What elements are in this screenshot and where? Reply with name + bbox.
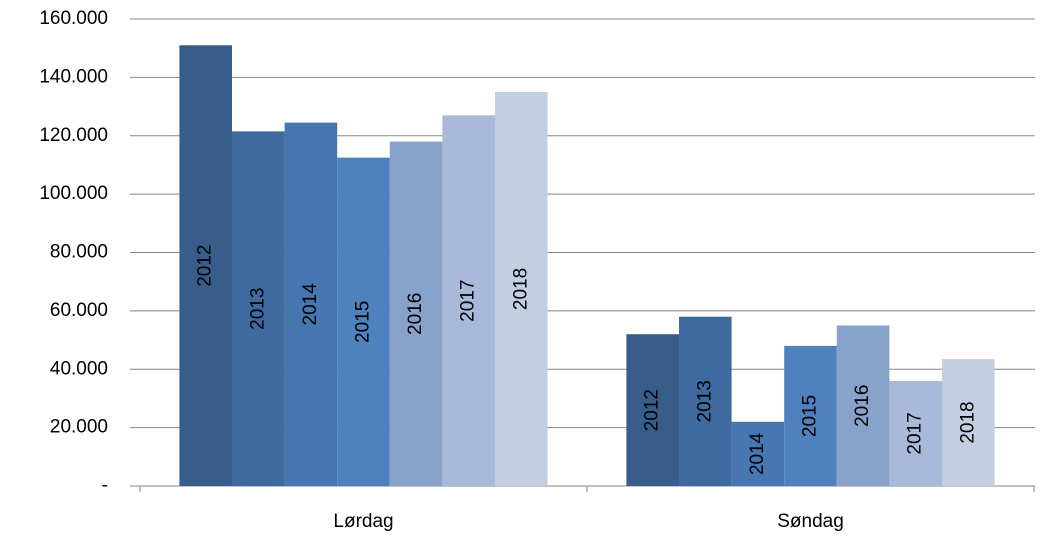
y-tick-label: 40.000 [50,358,108,379]
bar-label: 2012 [195,244,216,286]
bar [232,131,285,486]
bar [889,380,942,486]
bar-label: 2017 [458,280,479,322]
bar [337,157,390,486]
bar-label: 2017 [905,412,926,454]
bar [389,141,443,486]
y-tick-label: 140.000 [39,66,108,87]
bar-label: 2015 [800,395,821,437]
bar-label: 2013 [247,288,268,330]
bar-label: 2018 [510,268,531,310]
y-tick-label: 160.000 [39,8,108,29]
bar [626,334,679,486]
bar [942,359,995,486]
bar-label: 2015 [353,301,374,343]
x-tick-label: Søndag [777,511,844,532]
bar [836,325,890,486]
y-tick-label: 120.000 [39,125,108,146]
bar [284,122,338,486]
y-tick-label: - [102,475,108,496]
bar-label: 2016 [405,293,426,335]
bar-label: 2012 [642,389,663,431]
bar-label: 2016 [852,385,873,427]
bar-label: 2018 [957,401,978,443]
bar-label: 2014 [300,283,321,326]
bar-label: 2014 [747,432,768,475]
bar [442,115,495,486]
bar [179,45,232,487]
bar [495,91,548,486]
y-tick-label: 60.000 [50,300,108,321]
x-tick-label: Lørdag [333,511,393,532]
bar [731,421,785,486]
y-tick-label: 80.000 [50,242,108,263]
bar [784,345,837,486]
y-tick-label: 100.000 [39,183,108,204]
y-tick-label: 20.000 [50,417,108,438]
bar [679,316,732,486]
bar-label: 2013 [694,380,715,422]
